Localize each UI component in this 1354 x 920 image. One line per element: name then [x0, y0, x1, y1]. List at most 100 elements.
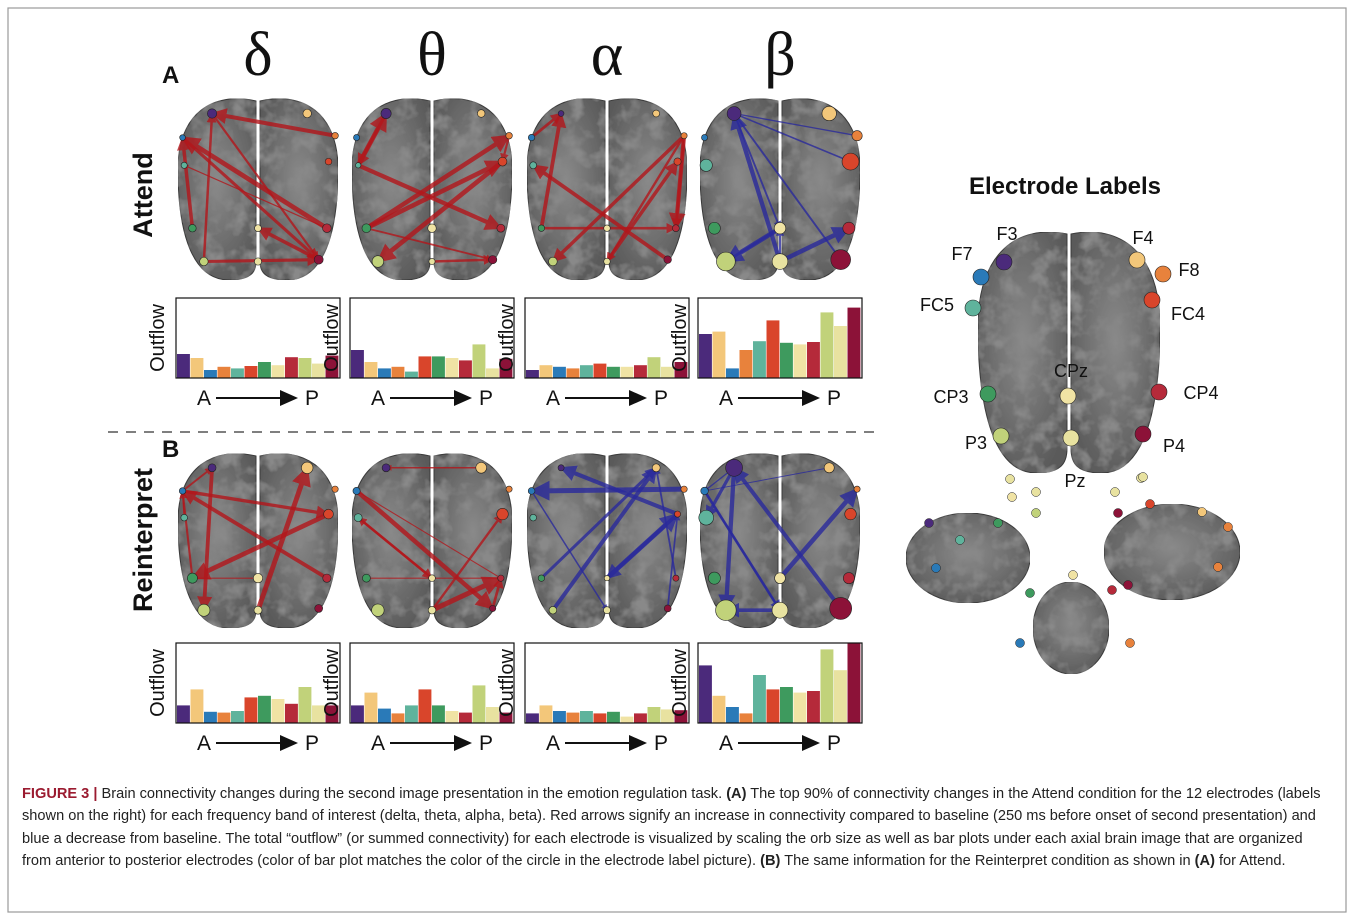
bar — [365, 693, 378, 723]
electrode-orb — [1155, 266, 1171, 282]
electrode-orb — [181, 514, 188, 521]
electrode-orb — [1006, 475, 1015, 484]
electrode-orb — [538, 225, 545, 232]
axis-start-label: A — [719, 732, 733, 755]
bar — [285, 704, 298, 723]
electrode-label: F7 — [951, 244, 972, 264]
bar — [713, 696, 726, 723]
electrode-orb — [506, 486, 512, 492]
bar — [245, 366, 258, 378]
bar — [378, 709, 391, 723]
electrode-orb — [674, 158, 681, 165]
caption-text: (A) — [726, 786, 746, 802]
electrode-orb — [528, 488, 535, 495]
electrode-label: P3 — [965, 433, 987, 453]
bar — [378, 368, 391, 378]
axis-start-label: A — [371, 732, 385, 755]
band-label: α — [591, 21, 623, 89]
electrode-orb — [831, 250, 851, 270]
axis-start-label: A — [197, 732, 211, 755]
electrode-orb — [549, 606, 557, 614]
electrode-orb — [253, 573, 262, 582]
bar — [580, 365, 593, 378]
electrode-orb — [207, 109, 216, 118]
bar — [699, 334, 712, 378]
y-axis-label: Outflow — [669, 649, 691, 717]
electrode-orb — [994, 519, 1003, 528]
bar — [432, 705, 445, 723]
bar — [231, 711, 244, 723]
bar — [204, 370, 217, 378]
bar — [473, 685, 486, 723]
bar — [821, 649, 834, 723]
electrode-orb — [323, 224, 332, 233]
page: { "figure": { "bands": ["δ", "θ", "α", "… — [0, 0, 1354, 920]
bar — [848, 308, 861, 378]
electrode-orb — [315, 604, 323, 612]
electrode-orb — [1139, 473, 1148, 482]
electrode-orb — [530, 514, 537, 521]
electrode-orb — [716, 600, 737, 621]
band-label: β — [764, 21, 796, 89]
electrode-orb — [854, 486, 860, 492]
electrode-orb — [1111, 488, 1120, 497]
electrode-orb — [852, 131, 862, 141]
electrode-orb — [652, 464, 660, 472]
brain-hemisphere — [978, 232, 1067, 473]
bar — [567, 713, 580, 723]
bar — [648, 357, 661, 378]
electrode-orb — [1214, 563, 1223, 572]
electrode-orb — [1108, 586, 1117, 595]
panel-letter: A — [162, 62, 179, 89]
electrode-orb — [498, 157, 507, 166]
electrode-label: CPz — [1054, 361, 1088, 381]
electrode-orb — [701, 134, 707, 140]
bar — [607, 367, 620, 378]
axis-end-label: P — [827, 732, 841, 755]
electrode-orb — [477, 110, 485, 118]
axis-end-label: P — [305, 387, 319, 410]
electrode-orb — [708, 222, 720, 234]
electrode-orb — [980, 386, 996, 402]
electrode-orb — [1198, 508, 1207, 517]
bar — [473, 344, 486, 378]
electrode-orb — [672, 225, 679, 232]
bar — [540, 365, 553, 378]
bar — [272, 365, 285, 378]
direction-arrowhead — [454, 390, 472, 406]
brain-image — [352, 99, 512, 280]
electrode-orb — [1146, 500, 1155, 509]
electrode-orb — [506, 132, 513, 139]
bar — [807, 691, 820, 723]
bar — [299, 358, 312, 378]
electrode-orb — [1032, 509, 1041, 518]
connectivity-arrow — [532, 489, 685, 491]
electrode-orb — [699, 510, 714, 525]
bar — [621, 367, 634, 378]
bar — [740, 713, 753, 723]
brain-hemisphere — [178, 454, 256, 628]
axis-start-label: A — [719, 387, 733, 410]
caption-text: (B) — [760, 853, 780, 869]
bar — [540, 705, 553, 723]
caption-text: The same information for the Reinterpret… — [780, 853, 1194, 869]
electrode-orb — [254, 258, 261, 265]
electrode-orb — [489, 255, 497, 263]
electrode-label: P4 — [1163, 436, 1185, 456]
bar — [753, 341, 766, 378]
electrode-orb — [824, 463, 834, 473]
electrode-orb — [772, 602, 788, 618]
axis-end-label: P — [654, 387, 668, 410]
bar — [351, 705, 364, 723]
electrode-orb — [973, 269, 989, 285]
electrode-orb — [993, 428, 1009, 444]
bar — [780, 687, 793, 723]
figure: δθαβAAttendOutflowAPOutflowAPOutflowAPOu… — [0, 0, 1354, 920]
electrode-orb — [843, 222, 855, 234]
electrode-orb — [323, 574, 331, 582]
electrode-label: FC5 — [920, 295, 954, 315]
electrode-orb — [254, 606, 262, 614]
electrode-orb — [180, 135, 186, 141]
electrode-orb — [603, 607, 610, 614]
electrode-orb — [189, 224, 197, 232]
